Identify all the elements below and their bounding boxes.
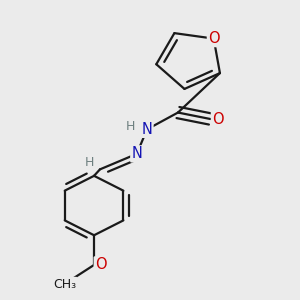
Text: O: O bbox=[212, 112, 224, 127]
Text: H: H bbox=[126, 120, 136, 133]
Text: O: O bbox=[208, 31, 220, 46]
Text: H: H bbox=[85, 156, 94, 169]
Text: O: O bbox=[95, 257, 106, 272]
Text: CH₃: CH₃ bbox=[53, 278, 76, 291]
Text: N: N bbox=[142, 122, 152, 137]
Text: N: N bbox=[131, 146, 142, 161]
